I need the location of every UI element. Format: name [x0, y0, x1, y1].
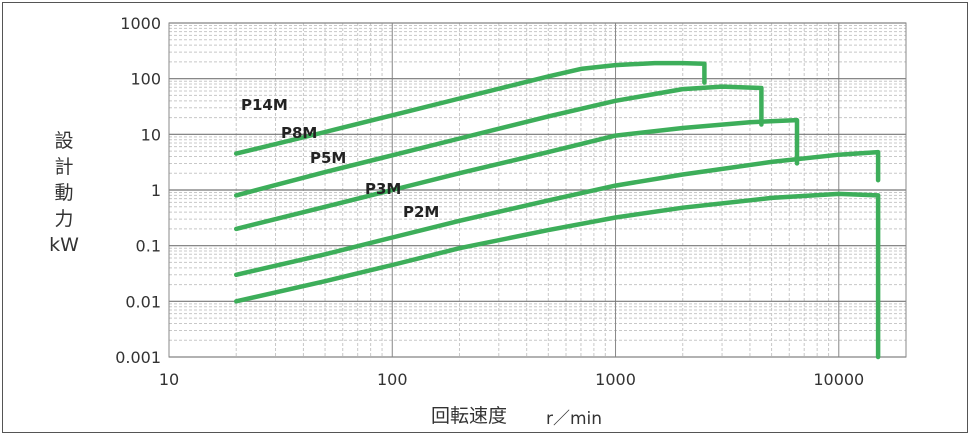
- series-line-p8m: [233, 84, 764, 198]
- y-tick-label: 0.01: [125, 292, 161, 311]
- x-tick-label: 10: [159, 370, 179, 389]
- series-label-p14m: P14M: [241, 96, 288, 114]
- series-line-p5m: [233, 117, 800, 232]
- series-label-p3m: P3M: [365, 180, 401, 198]
- series-label-p2m: P2M: [403, 203, 439, 221]
- series-line-p3m: [233, 149, 881, 278]
- x-axis-unit: r／min: [546, 409, 603, 429]
- y-axis-label-char-3: 動: [54, 182, 74, 204]
- plot-border: [168, 22, 907, 358]
- x-tick-label: 10000: [813, 370, 864, 389]
- y-tick-label: 1000: [120, 14, 161, 33]
- x-tick-label: 1000: [595, 370, 636, 389]
- y-axis-label-char-4: 力: [54, 208, 74, 230]
- y-tick-label: 0.001: [115, 348, 161, 367]
- y-tick-label: 1: [151, 181, 161, 200]
- y-tick-label: 0.1: [136, 237, 161, 256]
- series-label-p8m: P8M: [281, 124, 317, 142]
- power-rating-chart: 1000 100 10 1 0.1 0.01 0.001 10 100 1000 10000 P14…: [115, 14, 907, 389]
- tick-labels: 1000 100 10 1 0.1 0.01 0.001 10 100 1000 10000: [115, 14, 864, 389]
- x-axis-label: 回転速度: [431, 405, 508, 427]
- y-axis-label-char-1: 設: [54, 130, 74, 152]
- y-tick-label: 10: [141, 125, 161, 144]
- series-line-p14m: [233, 60, 707, 156]
- x-tick-label: 100: [377, 370, 408, 389]
- series-lines: [233, 60, 881, 360]
- y-axis-unit: kW: [49, 234, 79, 256]
- y-axis-label-char-2: 計: [54, 156, 74, 178]
- series-line-p2m: [233, 191, 881, 360]
- y-tick-label: 100: [130, 70, 161, 89]
- series-label-p5m: P5M: [310, 149, 346, 167]
